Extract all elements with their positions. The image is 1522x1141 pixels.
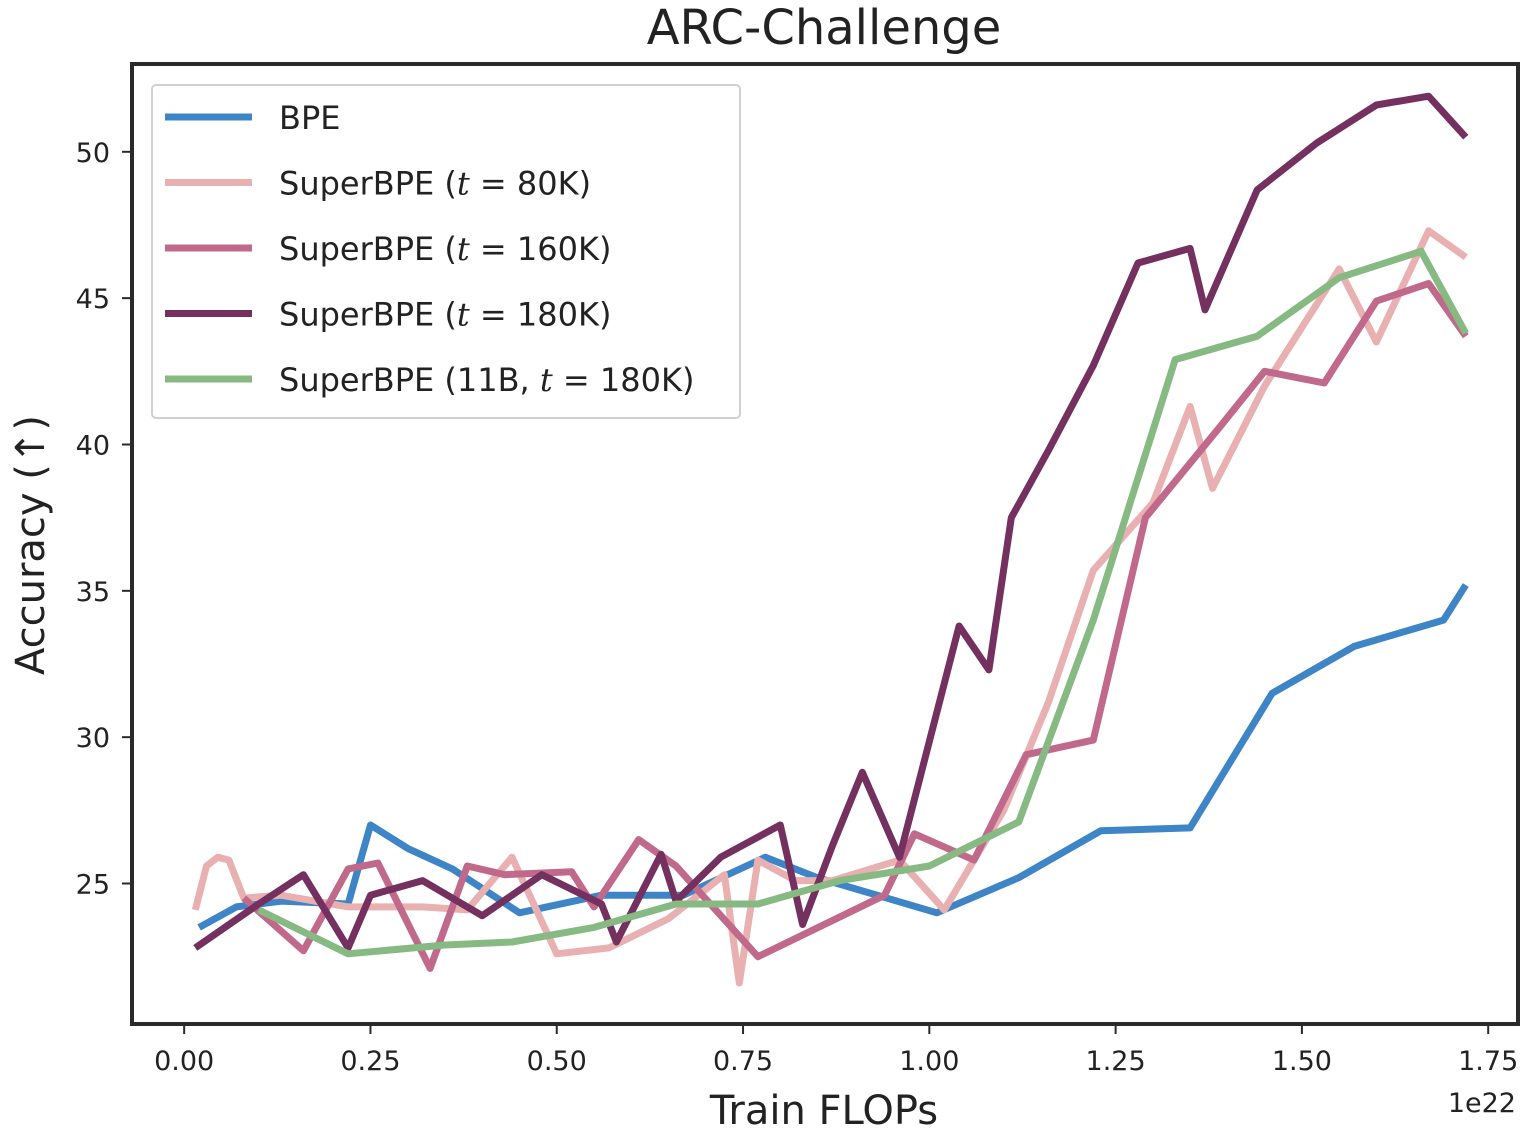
legend-label-variable: t (457, 230, 470, 268)
y-tick-label: 45 (76, 284, 110, 315)
x-tick-label: 0.75 (713, 1046, 773, 1077)
legend-label-2: SuperBPE (t = 160K) (279, 230, 611, 268)
y-tick-label: 35 (76, 577, 110, 608)
series-layer (191, 92, 1469, 987)
y-axis-label: Accuracy (↑) (8, 415, 54, 675)
x-offset-label: 1e22 (1448, 1088, 1516, 1119)
x-tick-label: 1.25 (1086, 1046, 1146, 1077)
legend-label-4: SuperBPE (11B, t = 180K) (279, 361, 694, 399)
y-axis: 25 30 35 40 45 50 (76, 138, 132, 901)
legend-label-text: = 180K) (553, 361, 695, 399)
x-tick-label: 1.50 (1272, 1046, 1332, 1077)
legend-label-text: SuperBPE ( (279, 230, 457, 268)
legend-label-3: SuperBPE (t = 180K) (279, 296, 611, 334)
x-tick-label: 1.75 (1458, 1046, 1518, 1077)
plot-area (191, 92, 1469, 987)
y-tick-label: 40 (76, 430, 110, 461)
x-tick-label: 0.00 (154, 1046, 214, 1077)
legend-box (151, 84, 741, 419)
legend-label-text: SuperBPE ( (279, 296, 457, 334)
chart-title: ARC-Challenge (647, 0, 1002, 56)
legend-label-text: = 160K) (470, 230, 612, 268)
plot-frame (130, 62, 1520, 1026)
legend-label-text: SuperBPE ( (279, 165, 457, 203)
y-tick-label: 50 (76, 138, 110, 169)
series-line-2 (241, 280, 1469, 972)
legend-label-text: SuperBPE (11B, (279, 361, 540, 399)
legend-label-variable: t (540, 361, 553, 399)
series-line-4 (257, 247, 1469, 958)
x-tick-label: 0.25 (340, 1046, 400, 1077)
series-line-0 (197, 583, 1469, 931)
series-line-3 (193, 92, 1469, 952)
legend-label-1: SuperBPE (t = 80K) (279, 165, 591, 203)
x-tick-label: 1.00 (899, 1046, 959, 1077)
legend-label-variable: t (457, 165, 470, 203)
legend-label-text: BPE (279, 99, 340, 137)
legend-label-0: BPE (279, 99, 340, 137)
legend-label-text: = 80K) (470, 165, 591, 203)
series-line-1 (191, 227, 1468, 987)
legend-label-variable: t (457, 296, 470, 334)
x-axis-label: Train FLOPs (709, 1088, 938, 1134)
x-axis: 0.00 0.25 0.50 0.75 1.00 1.25 1.50 1.75 (154, 1024, 1518, 1077)
y-tick-label: 30 (76, 723, 110, 754)
y-tick-label: 25 (76, 870, 110, 901)
legend-label-text: = 180K) (470, 296, 612, 334)
x-tick-label: 0.50 (527, 1046, 587, 1077)
